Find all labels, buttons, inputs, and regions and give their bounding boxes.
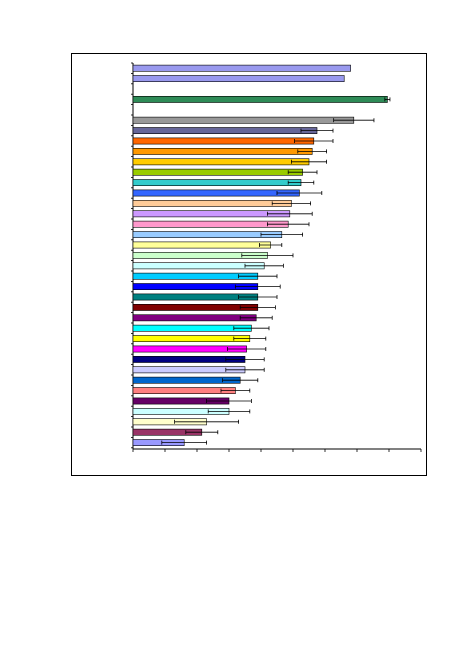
- bar: [132, 210, 291, 218]
- bar: [132, 220, 289, 228]
- bar: [132, 127, 318, 134]
- bar: [132, 95, 388, 103]
- bar: [132, 179, 302, 186]
- bar: [132, 387, 236, 394]
- bar: [132, 241, 271, 249]
- chart-frame: [71, 53, 427, 476]
- bar: [132, 304, 259, 311]
- bar: [132, 314, 257, 322]
- bar: [132, 189, 300, 197]
- bar: [132, 75, 345, 82]
- bar: [132, 168, 303, 176]
- bar: [132, 200, 292, 207]
- bar: [132, 335, 251, 342]
- bar: [132, 64, 351, 72]
- bar: [132, 231, 283, 238]
- bar-chart: [131, 62, 422, 452]
- bar: [132, 262, 265, 270]
- bar: [132, 116, 355, 124]
- bar: [132, 137, 315, 145]
- bar: [132, 158, 310, 166]
- bar: [132, 148, 313, 155]
